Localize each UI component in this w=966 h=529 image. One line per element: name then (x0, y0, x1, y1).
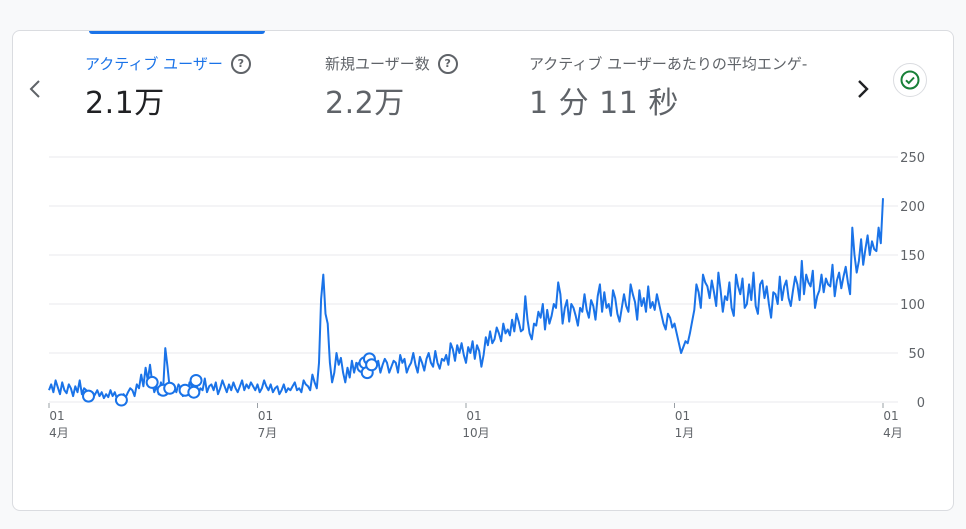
metric-value-new-users: 2.2万 (325, 86, 405, 121)
y-tick-label: 250 (900, 151, 925, 166)
y-tick-label: 100 (900, 298, 925, 313)
annotation-marker (163, 381, 177, 395)
annotation-marker (145, 375, 159, 389)
annotation-marker (187, 385, 201, 399)
x-tick-month-label: 10月 (462, 426, 489, 440)
tab-label-active-users: アクティブ ユーザー ? (85, 53, 251, 74)
x-tick-month-label: 7月 (258, 426, 278, 440)
next-button[interactable] (849, 75, 877, 103)
tab-label-average-engagement: アクティブ ユーザーあたりの平均エンゲ- (529, 53, 807, 74)
y-tick-label: 50 (908, 347, 925, 362)
metric-value-active-users: 2.1万 (85, 86, 165, 121)
x-tick-day-label: 01 (258, 409, 273, 423)
tab-new-users[interactable]: 新規ユーザー数 ? 2.2万 (325, 53, 458, 122)
tab-active-users[interactable]: アクティブ ユーザー ? 2.1万 (85, 53, 251, 122)
x-tick-day-label: 01 (466, 409, 481, 423)
series-line (48, 198, 884, 401)
help-icon[interactable]: ? (230, 53, 251, 74)
annotation-marker (365, 358, 379, 372)
annotation-marker (189, 373, 203, 387)
annotation-marker (114, 393, 128, 407)
check-circle-icon (900, 70, 920, 90)
help-icon[interactable]: ? (437, 53, 458, 74)
y-tick-label: 200 (900, 200, 925, 215)
tab-label-new-users: 新規ユーザー数 ? (325, 53, 458, 74)
x-tick-month-label: 1月 (675, 426, 695, 440)
x-tick-day-label: 01 (675, 409, 690, 423)
active-tab-indicator (89, 31, 265, 34)
metric-value-average-engagement: 1 分 11 秒 (529, 86, 679, 121)
tab-label-text: アクティブ ユーザーあたりの平均エンゲ- (529, 55, 808, 73)
x-tick-month-label: 4月 (49, 426, 69, 440)
status-check-button[interactable] (893, 63, 927, 97)
chevron-right-icon (858, 80, 869, 98)
chevron-left-icon (29, 80, 40, 98)
x-tick-day-label: 01 (49, 409, 64, 423)
metrics-card: アクティブ ユーザー ? 2.1万 新規ユーザー数 ? 2.2万 アクティブ ユ… (12, 30, 954, 511)
y-tick-label: 150 (900, 249, 925, 264)
x-tick-day-label: 01 (883, 409, 898, 423)
tab-average-engagement[interactable]: アクティブ ユーザーあたりの平均エンゲ- 1 分 11 秒 (529, 53, 807, 122)
tab-label-text: アクティブ ユーザー (85, 55, 223, 73)
previous-button[interactable] (21, 75, 49, 103)
tab-label-text: 新規ユーザー数 (325, 55, 430, 73)
annotation-marker (82, 389, 96, 403)
y-tick-label: 0 (917, 396, 925, 411)
line-chart: 250 200 150 100 50 0 01 4月 01 7月 01 10月 01 1月 01 4月 (48, 151, 925, 440)
x-tick-month-label: 4月 (883, 426, 903, 440)
